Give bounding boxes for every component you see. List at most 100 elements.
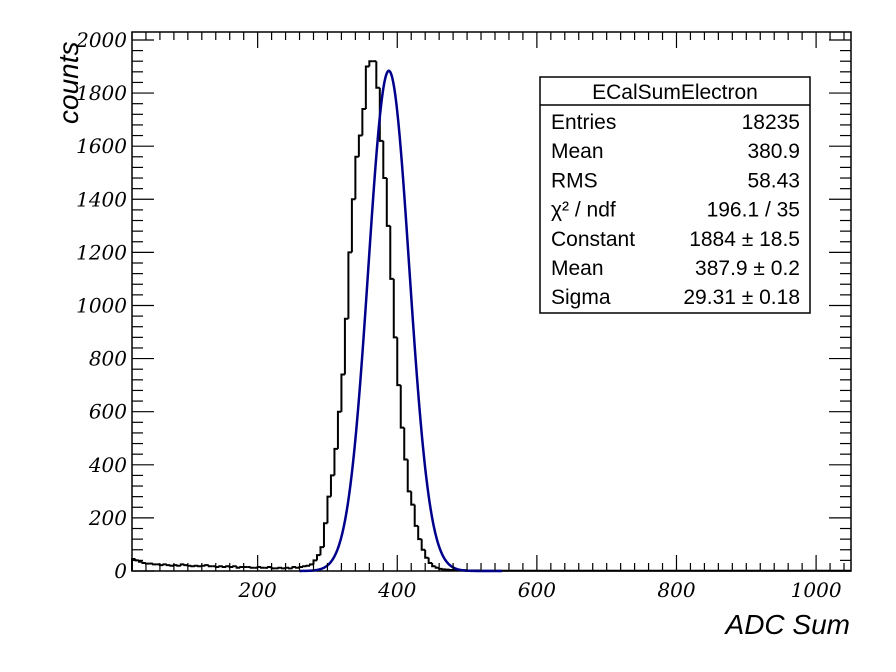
histogram-bin bbox=[441, 568, 447, 571]
histogram-bin bbox=[183, 564, 188, 567]
x-tick-label: 400 bbox=[377, 578, 416, 602]
fit-curve bbox=[299, 69, 502, 573]
stats-row-label: Mean bbox=[551, 140, 604, 163]
x-tick-label: 600 bbox=[518, 578, 556, 602]
y-axis-title: counts bbox=[53, 42, 84, 125]
histogram-bin bbox=[239, 566, 244, 569]
histogram-bin bbox=[288, 567, 293, 570]
histogram-bin bbox=[420, 539, 426, 551]
histogram-bin bbox=[424, 549, 429, 559]
histogram-bin bbox=[364, 65, 370, 109]
histogram-bin bbox=[179, 563, 185, 566]
x-tick-label: 800 bbox=[657, 578, 695, 602]
stats-row-value: 58.43 bbox=[747, 169, 800, 192]
y-tick-label: 1800 bbox=[76, 81, 127, 105]
stats-box-title: ECalSumElectron bbox=[592, 81, 758, 104]
histogram-bin bbox=[357, 134, 363, 157]
histogram-bin bbox=[361, 108, 366, 136]
stats-row-value: 1884 ± 18.5 bbox=[689, 228, 800, 251]
histogram-bin bbox=[336, 410, 342, 449]
histogram-bin bbox=[319, 546, 324, 556]
y-tick-label: 1000 bbox=[76, 293, 127, 317]
histogram-bin bbox=[221, 566, 227, 569]
histogram-bin bbox=[295, 566, 300, 569]
histogram-bin bbox=[375, 61, 380, 89]
histogram-bin bbox=[232, 565, 237, 568]
histogram-bin bbox=[169, 564, 174, 567]
histogram-bin bbox=[218, 565, 223, 568]
histogram-bin bbox=[322, 522, 328, 548]
y-tick-label: 800 bbox=[89, 347, 127, 371]
stats-row-label: Sigma bbox=[551, 286, 611, 309]
histogram-bin bbox=[197, 565, 202, 568]
histogram-bin bbox=[193, 564, 199, 567]
stats-row-label: Constant bbox=[551, 228, 635, 251]
histogram-bin bbox=[190, 565, 195, 568]
y-tick-label: 1600 bbox=[76, 134, 127, 158]
y-tick-label: 0 bbox=[114, 559, 127, 583]
histogram-bin bbox=[350, 198, 356, 253]
histogram-bin bbox=[417, 525, 422, 541]
y-tick-label: 200 bbox=[88, 506, 127, 530]
histogram-bin bbox=[151, 563, 157, 566]
x-tick-label: 200 bbox=[238, 578, 277, 602]
stats-box: ECalSumElectron Entries 18235 Mean 380.9 RMS… bbox=[539, 76, 811, 314]
histogram-bin bbox=[385, 178, 391, 227]
histogram-bin bbox=[260, 566, 265, 569]
histogram-bin bbox=[204, 564, 209, 567]
stats-row-value: 29.31 ± 0.18 bbox=[683, 286, 800, 309]
histogram-bin bbox=[413, 504, 419, 527]
histogram-bin bbox=[431, 563, 436, 568]
histogram-bin bbox=[309, 563, 314, 566]
histogram-bin bbox=[291, 566, 297, 569]
histogram-bin bbox=[382, 140, 387, 180]
histogram-bin bbox=[302, 565, 307, 568]
histogram-bin bbox=[333, 447, 338, 476]
histogram-bin bbox=[368, 60, 373, 67]
histogram-bin bbox=[249, 566, 255, 569]
stats-row-label: RMS bbox=[551, 169, 598, 192]
stats-row-value: 380.9 bbox=[747, 140, 800, 163]
stats-box-frame bbox=[539, 76, 811, 314]
stats-row-label: χ² / ndf bbox=[551, 199, 616, 222]
histogram-bin bbox=[235, 566, 241, 569]
histogram-bin bbox=[389, 225, 394, 280]
histogram-bin bbox=[267, 566, 272, 569]
histogram-bin bbox=[315, 554, 321, 561]
histogram-bin bbox=[392, 278, 398, 339]
histogram-bin bbox=[176, 564, 181, 567]
y-tick-label: 600 bbox=[89, 400, 127, 424]
y-tick-label: 1400 bbox=[76, 187, 127, 211]
stats-row-value: 196.1 / 35 bbox=[707, 199, 800, 222]
y-tick-label: 400 bbox=[88, 453, 127, 477]
histogram-bin bbox=[207, 565, 213, 568]
stats-row-label: Mean bbox=[551, 257, 604, 280]
histogram-bin bbox=[329, 474, 335, 497]
histogram-bin bbox=[162, 563, 167, 566]
stats-row-value: 18235 bbox=[742, 111, 800, 134]
stats-row-label: Entries bbox=[551, 111, 616, 134]
histogram-bin bbox=[427, 557, 433, 565]
histogram-bin bbox=[225, 565, 230, 568]
histogram-bin bbox=[406, 459, 412, 493]
histogram-bin bbox=[399, 385, 405, 429]
histogram-bin bbox=[434, 566, 440, 569]
stats-row-value: 387.9 ± 0.2 bbox=[695, 257, 800, 280]
histogram-bin bbox=[326, 495, 331, 524]
histogram-bin bbox=[305, 564, 310, 567]
histogram-bin bbox=[343, 317, 349, 375]
histogram-bin bbox=[403, 427, 408, 461]
x-tick-label: 1000 bbox=[791, 578, 842, 602]
histogram-bin bbox=[281, 567, 286, 570]
histogram-bin bbox=[354, 155, 359, 200]
histogram-bin bbox=[277, 566, 283, 569]
histogram-bin bbox=[141, 561, 146, 565]
histogram-bin bbox=[347, 251, 352, 319]
y-tick-label: 2000 bbox=[75, 28, 127, 52]
histogram-bin bbox=[165, 564, 171, 567]
x-axis-title: ADC Sum bbox=[724, 609, 850, 640]
histogram-bin bbox=[396, 337, 401, 387]
histogram-bin bbox=[340, 373, 345, 412]
